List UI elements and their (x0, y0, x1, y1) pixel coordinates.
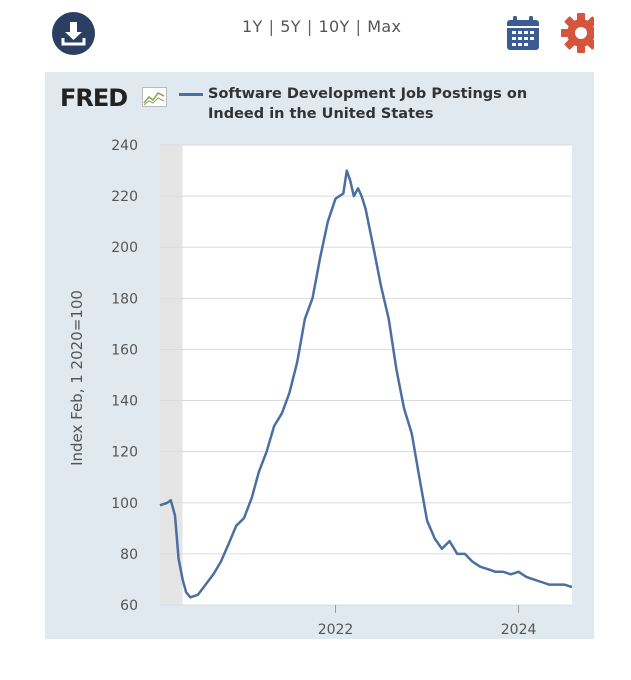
range-separator: | (268, 17, 275, 36)
chart-title: Software Development Job Postings on Ind… (208, 86, 528, 122)
download-icon (61, 22, 86, 46)
settings-button[interactable] (560, 12, 594, 54)
y-tick-label: 220 (111, 189, 138, 205)
calendar-button[interactable] (506, 15, 540, 51)
fred-logo: FRED (60, 84, 128, 112)
legend-swatch (179, 93, 203, 96)
plot-area (160, 145, 572, 605)
y-axis-ticks: 60 80 100 120 140 160 180 200 220 240 (111, 138, 138, 614)
y-tick-label: 160 (111, 342, 138, 358)
y-axis-title: Index Feb, 1 2020=100 (68, 290, 86, 466)
range-separator: | (306, 17, 313, 36)
range-max[interactable]: Max (367, 17, 402, 36)
gear-icon (561, 13, 594, 53)
y-tick-label: 240 (111, 138, 138, 154)
date-range-selector: 1Y | 5Y | 10Y | Max (242, 17, 401, 36)
y-tick-label: 100 (111, 496, 138, 512)
x-axis-ticks: 2022 2024 (318, 605, 537, 638)
range-separator: | (355, 17, 362, 36)
y-tick-label: 200 (111, 240, 138, 256)
chart-logo-icon (142, 87, 167, 107)
range-1y[interactable]: 1Y (242, 17, 263, 36)
gridlines (160, 144, 572, 606)
series-line (159, 169, 573, 599)
calendar-icon (507, 16, 539, 50)
range-5y[interactable]: 5Y (280, 17, 301, 36)
recession-shading (160, 145, 183, 605)
y-tick-label: 140 (111, 394, 138, 410)
x-tick-label: 2022 (318, 622, 354, 638)
range-10y[interactable]: 10Y (318, 17, 350, 36)
x-tick-label: 2024 (501, 622, 537, 638)
y-tick-label: 120 (111, 445, 138, 461)
chart-toolbar: 1Y | 5Y | 10Y | Max (0, 0, 631, 66)
y-tick-label: 180 (111, 291, 138, 307)
download-button[interactable] (52, 12, 95, 55)
y-tick-label: 60 (120, 598, 138, 614)
y-tick-label: 80 (120, 547, 138, 563)
